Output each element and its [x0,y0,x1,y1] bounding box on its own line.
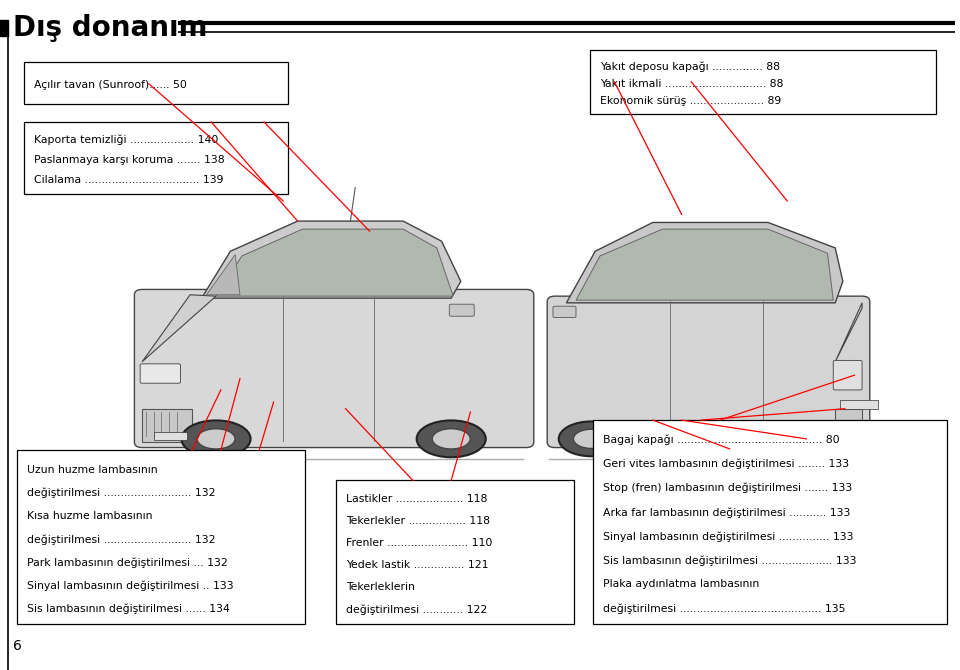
FancyBboxPatch shape [449,304,474,316]
Polygon shape [835,409,862,442]
FancyBboxPatch shape [547,296,870,448]
Bar [24,122,288,194]
Text: Yakıt deposu kapağı ............... 88: Yakıt deposu kapağı ............... 88 [600,62,780,72]
FancyBboxPatch shape [134,289,534,448]
Text: değiştirilmesi .......................................... 135: değiştirilmesi .........................… [603,603,846,614]
Bar [840,400,878,409]
Bar [336,480,574,624]
FancyBboxPatch shape [140,364,180,383]
Ellipse shape [802,429,838,448]
Polygon shape [835,303,862,362]
Text: Paslanmaya karşı koruma ....... 138: Paslanmaya karşı koruma ....... 138 [34,155,225,165]
Text: değiştirilmesi .......................... 132: değiştirilmesi .........................… [27,488,215,498]
Polygon shape [576,229,833,300]
Text: Yedek lastik ............... 121: Yedek lastik ............... 121 [346,560,488,570]
Text: Geri vites lambasının değiştirilmesi ........ 133: Geri vites lambasının değiştirilmesi ...… [603,459,849,470]
Text: Uzun huzme lambasının: Uzun huzme lambasının [27,465,157,475]
Text: Kaporta temizliği ................... 140: Kaporta temizliği ................... 14… [34,135,218,145]
FancyBboxPatch shape [553,306,576,318]
Text: Kısa huzme lambasının: Kısa huzme lambasının [27,511,153,521]
Ellipse shape [573,429,610,448]
Polygon shape [202,221,461,298]
Bar [590,50,936,114]
Text: Dış donanım: Dış donanım [13,14,208,42]
Bar [593,420,947,624]
Text: Park lambasının değiştirilmesi ... 132: Park lambasının değiştirilmesi ... 132 [27,557,228,567]
Text: Tekerlekler ................. 118: Tekerlekler ................. 118 [346,517,490,527]
Text: Stop (fren) lambasının değiştirilmesi ....... 133: Stop (fren) lambasının değiştirilmesi ..… [603,483,852,494]
Text: Arka far lambasının değiştirilmesi ........... 133: Arka far lambasının değiştirilmesi .....… [603,507,851,517]
Ellipse shape [559,421,624,456]
Polygon shape [142,409,192,442]
Text: Frenler ........................ 110: Frenler ........................ 110 [346,539,492,549]
Bar [154,432,187,440]
Polygon shape [216,229,453,296]
Text: değiştirilmesi ............ 122: değiştirilmesi ............ 122 [346,604,487,614]
Bar [24,62,288,104]
Text: Cilalama .................................. 139: Cilalama ...............................… [34,176,223,185]
Text: Bagaj kapağı ........................................... 80: Bagaj kapağı ...........................… [603,435,839,446]
Ellipse shape [181,421,251,458]
Text: 6: 6 [13,639,22,653]
Text: Lastikler .................... 118: Lastikler .................... 118 [346,494,487,505]
Text: Yakıt ikmali .............................. 88: Yakıt ikmali ...........................… [600,79,783,89]
Text: Tekerleklerin: Tekerleklerin [346,582,415,592]
Polygon shape [206,255,240,295]
Ellipse shape [417,421,486,458]
Ellipse shape [787,421,852,456]
FancyBboxPatch shape [833,360,862,390]
Text: Ekonomik sürüş ...................... 89: Ekonomik sürüş ...................... 89 [600,96,781,107]
Text: değiştirilmesi .......................... 132: değiştirilmesi .........................… [27,534,215,545]
Polygon shape [142,295,216,362]
Ellipse shape [432,429,470,449]
Ellipse shape [197,429,235,449]
Text: Açılır tavan (Sunroof)...... 50: Açılır tavan (Sunroof)...... 50 [34,80,186,90]
Text: Sinyal lambasının değiştirilmesi ............... 133: Sinyal lambasının değiştirilmesi .......… [603,531,853,541]
Text: Plaka aydınlatma lambasının: Plaka aydınlatma lambasının [603,580,759,590]
Bar [17,450,305,624]
Text: Sis lambasının değiştirilmesi ...... 134: Sis lambasının değiştirilmesi ...... 134 [27,604,229,614]
Text: Sis lambasının değiştirilmesi ..................... 133: Sis lambasının değiştirilmesi ..........… [603,555,856,565]
Text: Sinyal lambasının değiştirilmesi .. 133: Sinyal lambasının değiştirilmesi .. 133 [27,580,233,591]
Polygon shape [566,222,843,303]
